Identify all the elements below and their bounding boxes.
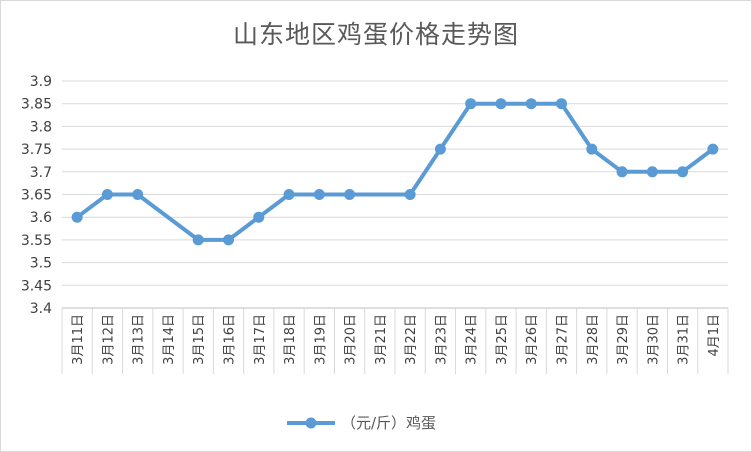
y-tick-label: 3.9 <box>30 74 52 90</box>
x-tick-label: 3月17日 <box>253 314 268 365</box>
data-point <box>192 234 204 246</box>
y-tick-label: 3.65 <box>21 188 52 204</box>
data-point <box>344 189 356 200</box>
data-point <box>586 143 598 155</box>
x-tick-label: 3月23日 <box>434 314 449 365</box>
data-point <box>495 98 507 110</box>
x-tick-label: 3月26日 <box>525 314 540 365</box>
y-tick-label: 3.5 <box>30 256 52 272</box>
y-tick-label: 3.8 <box>30 119 52 135</box>
y-tick-label: 3.4 <box>30 301 52 317</box>
y-tick-label: 3.75 <box>21 142 52 158</box>
grid-lines <box>62 80 728 309</box>
y-tick-label: 3.85 <box>21 97 52 113</box>
x-tick-label: 3月14日 <box>162 314 177 365</box>
data-point <box>646 166 658 178</box>
x-tick-label: 3月16日 <box>223 314 238 365</box>
x-tick-label: 3月31日 <box>677 314 692 365</box>
data-point <box>707 143 719 155</box>
data-point <box>677 166 689 178</box>
x-tick-label: 4月1日 <box>707 314 722 357</box>
x-tick-label: 3月30日 <box>646 314 661 365</box>
x-tick-label: 3月24日 <box>465 314 480 365</box>
data-point <box>465 98 477 110</box>
x-tick-label: 3月19日 <box>313 314 328 365</box>
x-tick-label: 3月11日 <box>71 314 86 365</box>
y-tick-label: 3.45 <box>21 278 52 294</box>
x-tick-label: 3月12日 <box>101 314 116 365</box>
data-point <box>283 189 295 200</box>
data-point <box>71 211 83 223</box>
y-axis: 3.4 3.45 3.5 3.55 3.6 3.65 3.7 3.75 3.8 3.85 3.9 <box>21 74 52 317</box>
x-tick-label: 3月15日 <box>192 314 207 365</box>
x-tick-label: 3月20日 <box>344 314 359 365</box>
data-point <box>525 98 537 110</box>
x-tick-label: 3月21日 <box>374 314 389 365</box>
series-layer <box>71 98 719 246</box>
data-point <box>132 189 144 200</box>
x-tick-label: 3月22日 <box>404 314 419 365</box>
legend: （元/斤）鸡蛋 <box>287 414 436 432</box>
data-point <box>404 189 416 200</box>
data-point <box>434 143 446 155</box>
x-tick-label: 3月28日 <box>586 314 601 365</box>
x-axis: 3月11日 3月12日 3月13日 3月14日 3月15日 3月16日 3月17日 3月18日… <box>61 307 729 374</box>
data-point <box>223 234 234 246</box>
x-tick-label: 3月13日 <box>132 314 147 365</box>
data-point <box>101 189 113 200</box>
data-point <box>253 211 265 223</box>
chart-title: 山东地区鸡蛋价格走势图 <box>232 20 519 49</box>
y-tick-label: 3.7 <box>30 165 52 181</box>
x-tick-label: 3月27日 <box>556 314 571 365</box>
y-tick-label: 3.55 <box>21 233 52 249</box>
data-point <box>556 98 567 110</box>
data-point <box>616 166 628 178</box>
legend-label: （元/斤）鸡蛋 <box>341 414 436 432</box>
x-tick-label: 3月18日 <box>283 314 298 365</box>
x-tick-label: 3月25日 <box>495 314 510 365</box>
y-tick-label: 3.6 <box>30 210 52 226</box>
legend-marker <box>305 417 317 429</box>
x-tick-label: 3月29日 <box>616 314 631 365</box>
data-point <box>313 189 325 200</box>
